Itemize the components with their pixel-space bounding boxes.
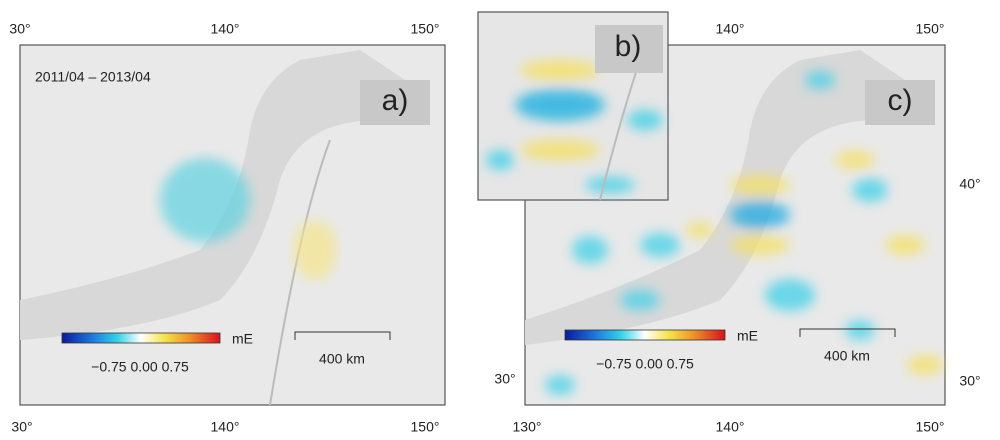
colorbar-ticks: −0.75 0.00 0.75 [91, 359, 189, 375]
scale-label: 400 km [824, 348, 870, 364]
anomaly [160, 158, 250, 242]
colorbar [61, 332, 221, 344]
panel-label: b) [615, 30, 642, 63]
lon-label: 140° [716, 21, 745, 37]
panel-label: c) [888, 84, 913, 117]
colorbar [564, 329, 726, 341]
anomaly [293, 220, 337, 280]
land [20, 50, 420, 340]
panel-label: a) [382, 84, 409, 117]
label-box [360, 80, 430, 125]
scale-label: 400 km [319, 351, 365, 367]
lon-label: 140° [211, 21, 240, 37]
trench [599, 59, 641, 201]
colorbar-unit: mE [737, 328, 758, 344]
anomalies [486, 60, 663, 193]
lat-label: 40° [959, 176, 980, 192]
lon-label: 140° [716, 419, 745, 435]
lon-label: 130° [513, 419, 542, 435]
panel-a: a) 2011/04 – 2013/04 mE −0.75 0.00 0.75 … [9, 21, 446, 435]
colorbar-ticks: −0.75 0.00 0.75 [596, 356, 694, 372]
scale-bar [799, 328, 896, 337]
lat-label: 30° [494, 371, 515, 387]
lon-label: 150° [411, 419, 440, 435]
scale-bar [294, 331, 391, 340]
anomalies [545, 71, 943, 395]
colorbar-unit: mE [232, 331, 253, 347]
label-box [595, 25, 663, 73]
lon-label: 30° [9, 21, 30, 37]
lon-label: 30° [11, 419, 32, 435]
panel-b: b) [477, 11, 669, 201]
period: 2011/04 – 2013/04 [35, 69, 151, 85]
label-box [865, 80, 935, 125]
lon-label: 150° [916, 21, 945, 37]
lon-label: 150° [916, 419, 945, 435]
land [525, 50, 920, 345]
lon-label: 150° [411, 21, 440, 37]
lon-label: 140° [211, 419, 240, 435]
lat-label: 30° [959, 373, 980, 389]
